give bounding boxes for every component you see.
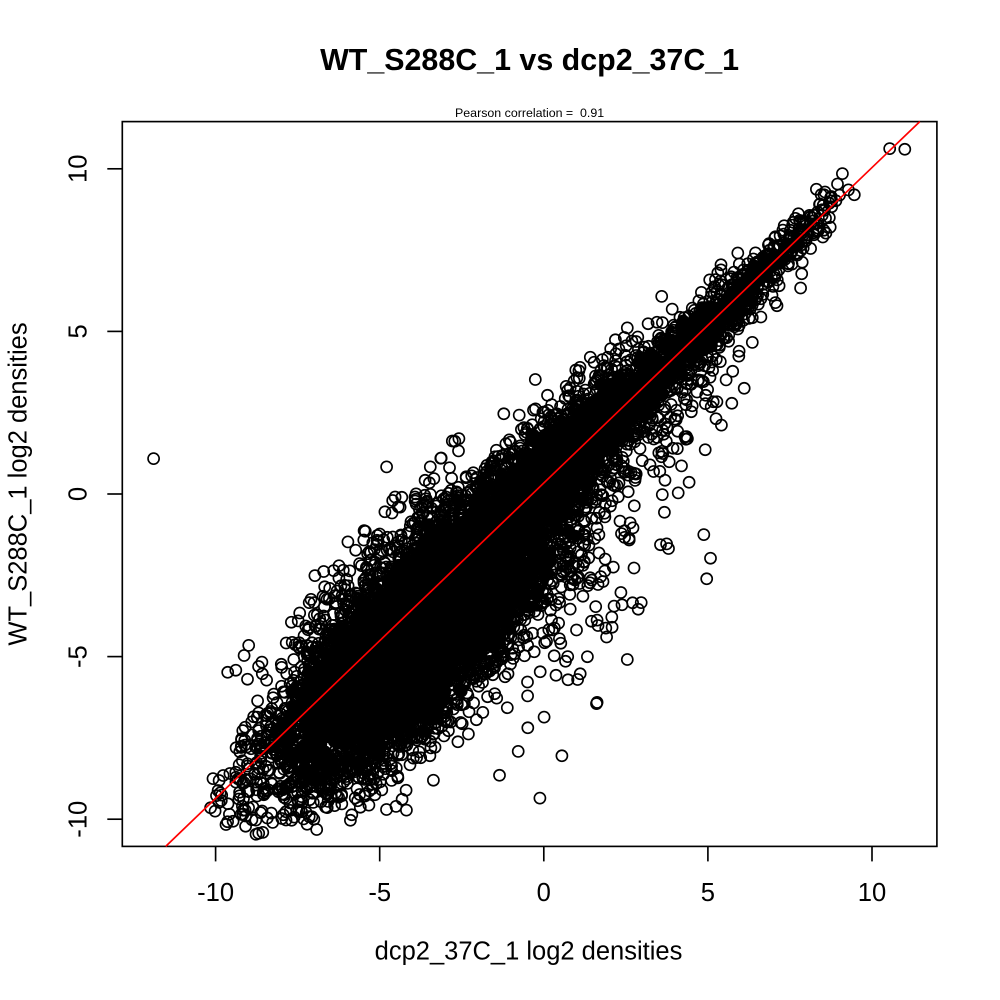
svg-text:5: 5: [701, 879, 715, 907]
svg-text:-10: -10: [197, 879, 234, 907]
svg-text:dcp2_37C_1 log2 densities: dcp2_37C_1 log2 densities: [375, 938, 683, 966]
svg-text:-5: -5: [65, 645, 93, 668]
svg-text:-5: -5: [368, 879, 391, 907]
svg-text:10: 10: [858, 879, 886, 907]
svg-text:0: 0: [537, 879, 551, 907]
svg-text:-10: -10: [65, 801, 93, 838]
svg-text:0: 0: [65, 487, 93, 501]
svg-text:WT_S288C_1 vs dcp2_37C_1: WT_S288C_1 vs dcp2_37C_1: [320, 43, 739, 77]
svg-text:5: 5: [65, 324, 93, 338]
svg-text:WT_S288C_1 log2 densities: WT_S288C_1 log2 densities: [5, 322, 33, 645]
svg-text:10: 10: [65, 155, 93, 183]
svg-text:Pearson correlation = 0.91: Pearson correlation = 0.91: [455, 106, 604, 120]
